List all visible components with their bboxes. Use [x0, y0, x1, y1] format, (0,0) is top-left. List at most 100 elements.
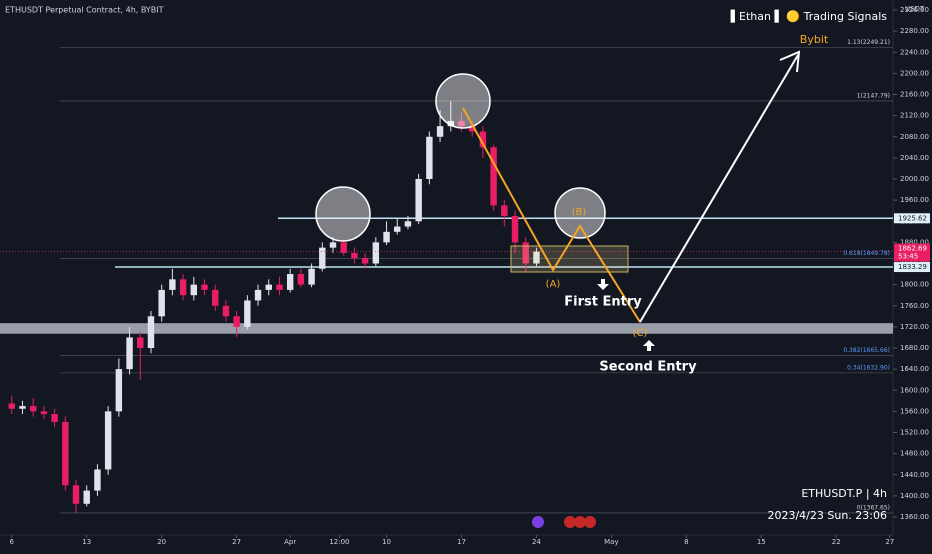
candle-body: [190, 284, 198, 296]
fib-label: 0(1367.65): [857, 504, 890, 511]
candle-body: [169, 279, 176, 290]
wave-path: [462, 107, 641, 323]
y-tick-label: 1360.00: [900, 513, 929, 521]
x-tick-label: 22: [832, 538, 841, 546]
candle-body: [244, 300, 251, 327]
candle-body: [404, 221, 412, 227]
y-tick-label: 2160.00: [900, 91, 929, 99]
x-tick-label: 12:00: [329, 538, 349, 546]
symbol-label: ETHUSDT.P | 4h: [801, 487, 887, 500]
y-tick-label: 1400.00: [900, 492, 929, 500]
y-tick-label: 2320.00: [900, 6, 929, 14]
candle-body: [372, 242, 380, 264]
level-tag-label: 1833.29: [898, 263, 927, 271]
candle-body: [329, 242, 337, 248]
candle-body: [179, 279, 187, 296]
candle-body: [51, 414, 58, 422]
candle-body: [158, 289, 165, 317]
candle-body: [501, 205, 508, 216]
plot: [0, 9, 897, 538]
chart-title: ETHUSDT Perpetual Contract, 4h, BYBIT: [5, 6, 164, 15]
candle-body: [340, 242, 347, 253]
y-tick-label: 1520.00: [900, 429, 929, 437]
x-tick-label: 17: [457, 538, 466, 546]
candle-body: [383, 231, 390, 243]
support-zone: [0, 323, 893, 334]
candle-body: [222, 305, 230, 317]
y-tick-label: 1880.00: [900, 238, 929, 246]
x-tick-label: 24: [532, 538, 541, 546]
arrowhead: [779, 50, 801, 73]
candle-body: [83, 490, 90, 504]
candle-body: [426, 136, 433, 179]
exchange-note: Bybit: [800, 33, 829, 46]
y-tick-label: 2000.00: [900, 175, 929, 183]
candle-body: [458, 120, 465, 127]
wave-label: (C): [633, 328, 648, 339]
candle-body: [468, 126, 476, 132]
x-tick-label: May: [604, 538, 618, 546]
y-tick-label: 1600.00: [900, 386, 929, 394]
fib-label: 1(2147.79): [857, 92, 890, 99]
wave-label: (A): [546, 279, 561, 290]
candle-body: [115, 369, 123, 412]
level-tag-label: 1925.62: [898, 214, 927, 222]
candle-body: [522, 242, 529, 264]
date-label: 2023/4/23 Sun. 23:06: [767, 509, 887, 522]
circle: [315, 186, 371, 242]
x-tick-label: Apr: [284, 538, 296, 546]
target-arrow: [639, 54, 799, 323]
candle-body: [351, 252, 358, 259]
y-tick-label: 2120.00: [900, 112, 929, 120]
candle-body: [201, 284, 208, 290]
candle-body: [147, 316, 155, 348]
y-tick-label: 1760.00: [900, 302, 929, 310]
candle-body: [308, 268, 315, 285]
candle-body: [297, 274, 305, 285]
x-tick-label: 20: [157, 538, 166, 546]
x-tick-label: 15: [757, 538, 766, 546]
fib-label: 0.618(1849.78): [843, 250, 890, 257]
candle-body: [72, 485, 80, 504]
y-tick-label: 1680.00: [900, 344, 929, 352]
x-tick-label: 27: [232, 538, 241, 546]
candle-body: [62, 421, 69, 486]
wave-label: (B): [572, 207, 587, 218]
icon: [564, 516, 576, 528]
y-tick-label: 2240.00: [900, 48, 929, 56]
candle-body: [29, 406, 37, 412]
candle-body: [8, 403, 15, 409]
brand: ▌Ethan ▌ 🟡 Trading Signals: [730, 9, 888, 23]
candle-body: [490, 147, 497, 206]
candle-body: [447, 120, 454, 127]
entry-label: Second Entry: [599, 360, 697, 375]
candle-body: [436, 126, 444, 137]
y-tick-label: 2080.00: [900, 133, 929, 141]
icon: [532, 516, 544, 528]
candle-body: [104, 411, 112, 470]
y-tick-label: 2280.00: [900, 27, 929, 35]
candle-body: [233, 316, 240, 327]
fib-label: 1.13(2249.21): [847, 39, 890, 46]
countdown: 53:45: [898, 253, 918, 261]
circle: [554, 187, 606, 239]
y-tick-label: 1960.00: [900, 196, 929, 204]
candle-body: [137, 337, 144, 348]
y-tick-label: 2040.00: [900, 154, 929, 162]
candle-body: [361, 258, 369, 264]
icon: [584, 516, 596, 528]
candle-body: [394, 226, 401, 232]
axis-unit: USDT: [905, 5, 925, 13]
candle-body: [212, 289, 219, 306]
up-arrow: [643, 340, 655, 351]
y-tick-label: 1800.00: [900, 281, 929, 289]
candle-body: [265, 284, 272, 290]
y-tick-label: 1720.00: [900, 323, 929, 331]
fib-label: 0.382(1665.66): [843, 347, 890, 354]
candle-body: [319, 247, 326, 269]
candle-body: [286, 274, 294, 290]
y-tick-label: 1440.00: [900, 471, 929, 479]
y-tick-label: 1640.00: [900, 365, 929, 373]
candle-body: [126, 337, 133, 370]
fib-label: 0.34(1632.90): [847, 364, 890, 371]
